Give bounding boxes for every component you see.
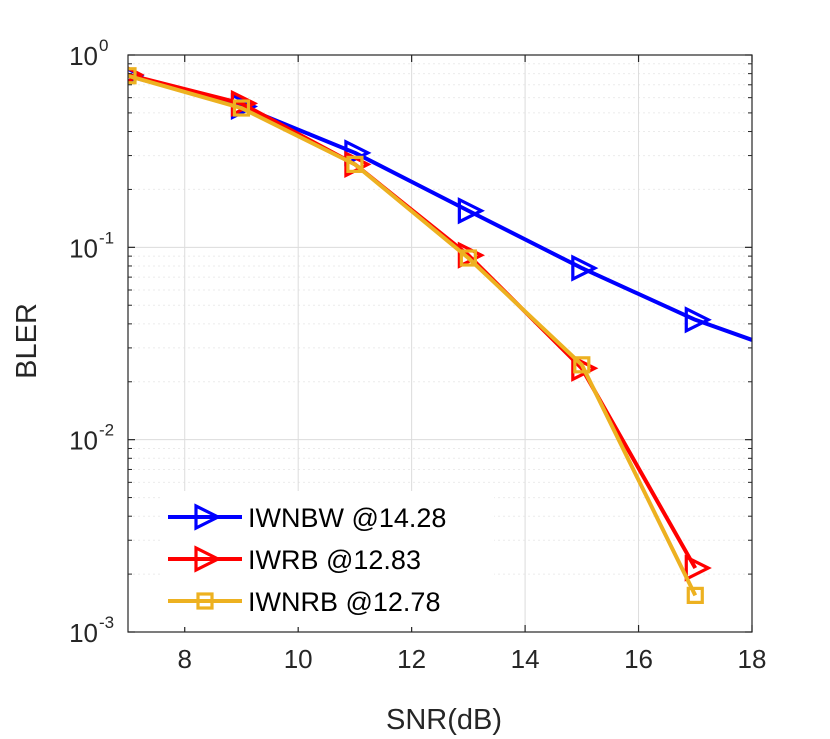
y-tick-exponent: -3 [99, 613, 114, 632]
legend-label: IWNBW @14.28 [248, 503, 446, 533]
axes [127, 54, 753, 633]
y-tick-base: 10 [69, 41, 98, 71]
y-tick-label: 10 -1 [69, 228, 114, 263]
y-tick-exponent: -1 [99, 228, 114, 247]
data-series [128, 66, 753, 604]
y-tick-label: 10 0 [69, 36, 108, 71]
legend-entry: IWNBW @14.28 [168, 503, 446, 533]
plot-frame [127, 54, 753, 633]
x-axis-title: SNR(dB) [386, 704, 502, 736]
series-2 [128, 67, 704, 604]
legend-entry: IWNRB @12.78 [168, 587, 440, 617]
data-point [346, 155, 364, 173]
data-point [128, 67, 137, 85]
legend-marker [194, 503, 222, 531]
data-point [232, 99, 251, 117]
legend-marker [194, 545, 222, 573]
legend-label: IWRB @12.83 [248, 545, 421, 575]
x-tick-label: 10 [284, 644, 313, 674]
data-point [684, 306, 712, 334]
y-tick-exponent: -2 [99, 421, 114, 440]
y-tick-base: 10 [69, 426, 98, 456]
data-point [686, 586, 704, 604]
y-tick-label: 10 -2 [69, 421, 114, 456]
x-tick-label: 16 [624, 644, 653, 674]
x-tick-label: 18 [738, 644, 767, 674]
x-tick-label: 14 [511, 644, 540, 674]
x-tick-label: 8 [177, 644, 191, 674]
data-point [459, 249, 477, 267]
data-point [457, 197, 485, 225]
legend-entry: IWRB @12.83 [168, 545, 421, 575]
x-tick-label: 12 [397, 644, 426, 674]
legend: IWNBW @14.28 IWRB @12.83 IWNRB @12.78 [162, 491, 494, 627]
data-point [571, 254, 599, 282]
y-axis-title: BLER [11, 303, 43, 379]
legend-label: IWNRB @12.78 [248, 587, 440, 617]
y-tick-base: 10 [69, 618, 98, 648]
y-tick-exponent: 0 [99, 36, 108, 55]
legend-marker [196, 592, 214, 610]
data-point [684, 554, 712, 582]
series-line [128, 73, 698, 597]
y-tick-base: 10 [69, 233, 98, 263]
data-point [573, 356, 591, 374]
data-point [571, 354, 599, 382]
y-tick-label: 10 -3 [69, 613, 114, 648]
